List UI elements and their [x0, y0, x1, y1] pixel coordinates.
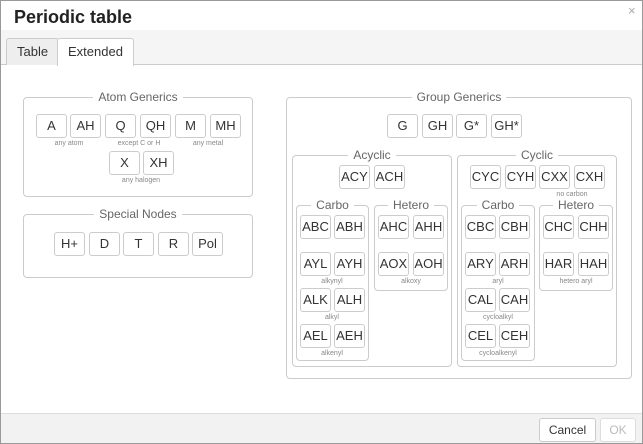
atom-generics-group-legend: Atom Generics: [93, 90, 183, 104]
element-button[interactable]: ALK: [300, 288, 331, 312]
group-generics-group-legend: Group Generics: [411, 90, 507, 104]
element-button[interactable]: Q: [105, 114, 136, 138]
element-button[interactable]: ABH: [334, 215, 365, 239]
cyclic-group-legend: Cyclic: [516, 148, 558, 162]
element-button[interactable]: AYH: [334, 252, 365, 276]
element-button[interactable]: HAR: [543, 252, 574, 276]
element-button[interactable]: AYL: [300, 252, 331, 276]
element-button[interactable]: H+: [54, 232, 85, 256]
element-button[interactable]: Pol: [192, 232, 223, 256]
group-caption: no carbon: [556, 191, 588, 198]
cyclic-carbo-group-legend: Carbo: [476, 198, 520, 212]
element-button[interactable]: T: [123, 232, 154, 256]
acyclic-group-legend: Acyclic: [348, 148, 396, 162]
element-button[interactable]: MH: [210, 114, 241, 138]
group-caption: except C or H: [117, 140, 161, 147]
tab-extended[interactable]: Extended: [57, 38, 134, 66]
group-caption: alkyl: [324, 314, 339, 321]
element-button[interactable]: AEL: [300, 324, 331, 348]
element-button[interactable]: ARH: [499, 252, 530, 276]
element-button[interactable]: CBH: [499, 215, 530, 239]
element-button[interactable]: CYH: [505, 165, 536, 189]
special-nodes-group-legend: Special Nodes: [94, 207, 182, 221]
element-button[interactable]: HAH: [578, 252, 609, 276]
element-button[interactable]: CYC: [470, 165, 501, 189]
acyclic-carbo-group-legend: Carbo: [311, 198, 354, 212]
group-caption: aryl: [492, 278, 504, 285]
acyclic-hetero-group-legend: Hetero: [387, 198, 435, 212]
group-generics-group: Group Generics: [286, 90, 632, 379]
element-button[interactable]: AEH: [334, 324, 365, 348]
element-button[interactable]: CXH: [574, 165, 605, 189]
acyclic-carbo-group: Carbo: [296, 198, 369, 361]
group-caption: cycloalkyl: [483, 314, 513, 321]
element-button[interactable]: CHC: [543, 215, 574, 239]
element-button[interactable]: D: [89, 232, 120, 256]
group-caption: cycloalkenyl: [479, 350, 517, 357]
element-button[interactable]: GH*: [491, 114, 522, 138]
group-caption: hetero aryl: [559, 278, 593, 285]
element-button[interactable]: A: [36, 114, 67, 138]
atom-generics-group: Atom Generics: [23, 90, 253, 197]
dialog-title: Periodic table: [14, 7, 133, 27]
special-nodes-group: Special Nodes: [23, 207, 253, 278]
element-button[interactable]: QH: [140, 114, 171, 138]
element-button[interactable]: ACH: [374, 165, 405, 189]
element-button[interactable]: ARY: [465, 252, 496, 276]
cyclic-hetero-group: Hetero: [539, 198, 613, 291]
element-button[interactable]: CXX: [539, 165, 570, 189]
element-button[interactable]: ACY: [339, 165, 370, 189]
group-caption: any halogen: [121, 177, 161, 184]
element-button[interactable]: AOH: [413, 252, 444, 276]
element-button[interactable]: GH: [422, 114, 453, 138]
element-button[interactable]: R: [158, 232, 189, 256]
dialog-footer: Cancel OK: [1, 413, 642, 443]
group-caption: alkenyl: [321, 350, 343, 357]
group-caption: any metal: [192, 140, 224, 147]
cyclic-hetero-group-legend: Hetero: [552, 198, 600, 212]
element-button[interactable]: AOX: [378, 252, 409, 276]
tab-bar: Table Extended: [1, 30, 642, 66]
element-button[interactable]: CBC: [465, 215, 496, 239]
group-caption: any atom: [54, 140, 84, 147]
group-caption: alkoxy: [401, 278, 421, 285]
element-button[interactable]: ALH: [334, 288, 365, 312]
element-button[interactable]: CEH: [499, 324, 530, 348]
close-icon[interactable]: ×: [628, 3, 636, 18]
cyclic-carbo-group: Carbo: [461, 198, 535, 361]
element-button[interactable]: G*: [456, 114, 487, 138]
element-button[interactable]: X: [109, 151, 140, 175]
element-button[interactable]: AH: [70, 114, 101, 138]
cyclic-group: Cyclic: [457, 148, 617, 367]
cancel-button[interactable]: Cancel: [539, 418, 596, 442]
element-button[interactable]: CAL: [465, 288, 496, 312]
element-button[interactable]: XH: [143, 151, 174, 175]
element-button[interactable]: ABC: [300, 215, 331, 239]
tab-table[interactable]: Table: [6, 38, 60, 65]
element-button[interactable]: AHH: [413, 215, 444, 239]
element-button[interactable]: M: [175, 114, 206, 138]
group-caption: alkynyl: [321, 278, 343, 285]
element-button[interactable]: CAH: [499, 288, 530, 312]
element-button[interactable]: CEL: [465, 324, 496, 348]
ok-button[interactable]: OK: [600, 418, 636, 442]
element-button[interactable]: CHH: [578, 215, 609, 239]
element-button[interactable]: AHC: [378, 215, 409, 239]
element-button[interactable]: G: [387, 114, 418, 138]
acyclic-hetero-group: Hetero: [374, 198, 448, 291]
acyclic-group: Acyclic: [292, 148, 452, 367]
